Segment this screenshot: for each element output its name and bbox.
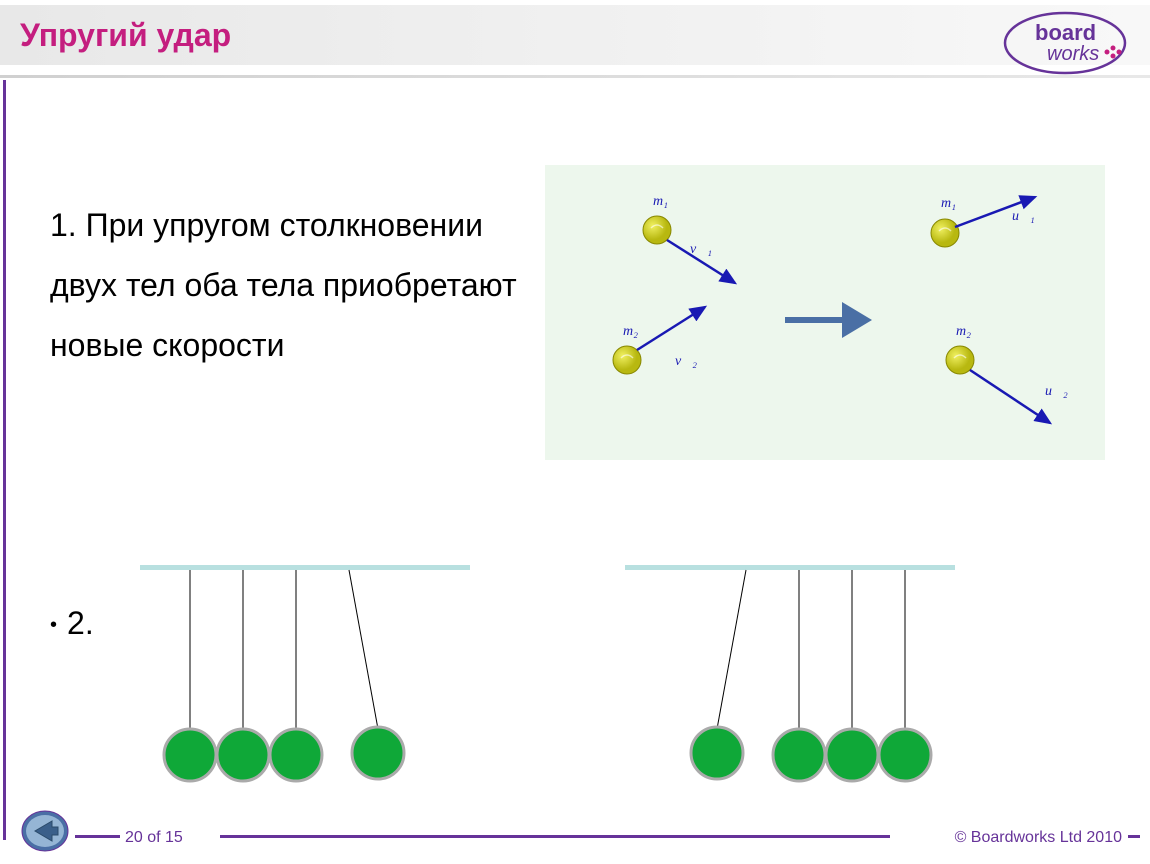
collision-diagram: m₁ m₂ m₁ m₂ v⃗₁ v⃗₂ u⃗₁ u⃗₂ [545,165,1105,460]
logo-text-bottom: works [1047,43,1099,65]
svg-text:u⃗₂: u⃗₂ [1045,384,1068,399]
svg-text:u⃗₁: u⃗₁ [1012,209,1035,224]
copyright: © Boardworks Ltd 2010 [955,829,1122,847]
body-text-1: 1. При упругом столкновении двух тел оба… [50,195,525,375]
slide-title: Упругий удар [20,17,231,54]
pendulum-right [620,560,960,790]
svg-text:m₁: m₁ [941,196,956,211]
svg-text:m₂: m₂ [956,324,971,339]
header-bar: Упругий удар [0,5,1150,65]
body-text-2: • 2. [50,605,94,642]
svg-text:m₁: m₁ [653,194,668,209]
back-button[interactable] [20,806,70,856]
footer-line-right [1128,835,1140,838]
svg-text:m₂: m₂ [623,324,638,339]
page-number: 20 of 15 [125,829,183,847]
footer-line-left [75,835,120,838]
bullet-icon: • [50,614,57,636]
header-divider [0,75,1150,78]
body-text-2-label: 2. [67,605,94,641]
svg-text:v⃗₁: v⃗₁ [690,242,712,257]
slide-border-left [3,80,6,840]
svg-text:v⃗₂: v⃗₂ [675,354,697,369]
pendulum-left [135,560,475,790]
logo-text-top: board [1035,20,1096,45]
footer-line-mid [220,835,890,838]
boardworks-logo: board works [1000,8,1130,78]
